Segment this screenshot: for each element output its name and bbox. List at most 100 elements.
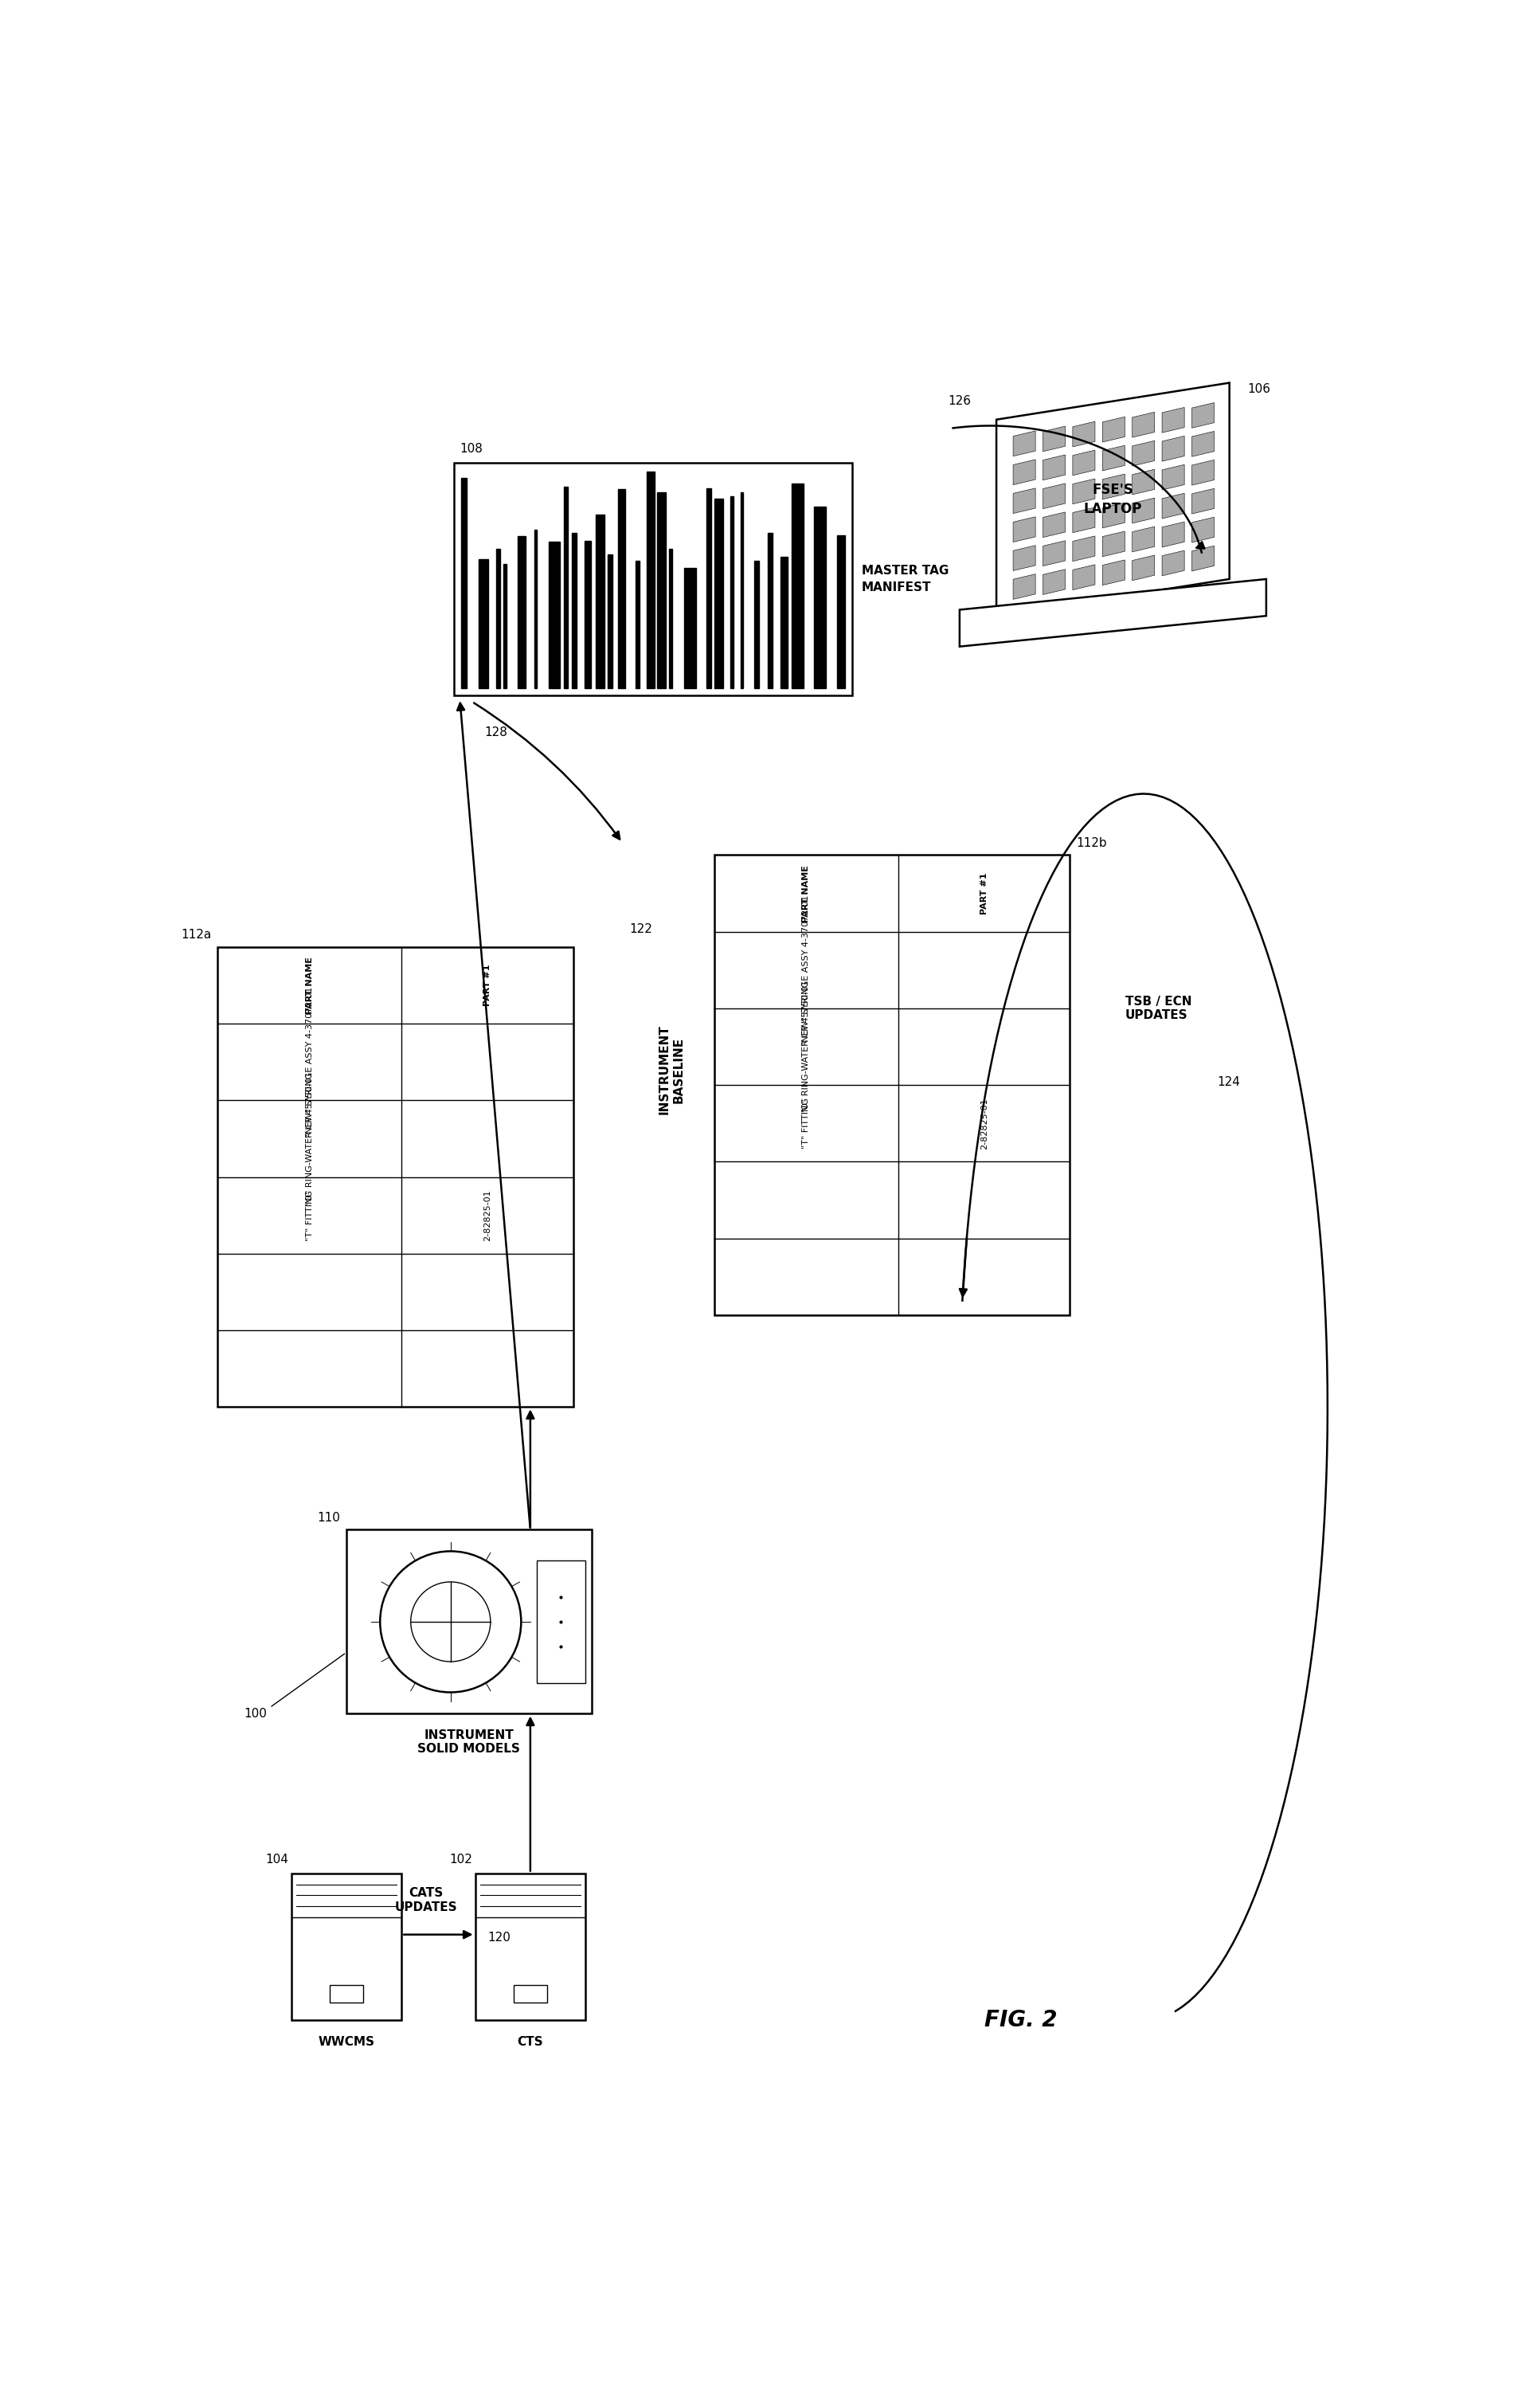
Bar (518, 537, 525, 689)
Bar (218, 946, 574, 1406)
Bar (475, 1873, 586, 2020)
Polygon shape (1073, 563, 1095, 590)
Polygon shape (1163, 407, 1184, 433)
Polygon shape (1043, 542, 1066, 566)
Bar (768, 532, 774, 689)
Bar (684, 568, 696, 689)
Text: "NEW" SYRINGE ASSY 4-37072-01: "NEW" SYRINGE ASSY 4-37072-01 (306, 987, 313, 1137)
Polygon shape (1192, 402, 1214, 429)
Text: TSB / ECN
UPDATES: TSB / ECN UPDATES (1125, 995, 1192, 1021)
Polygon shape (1132, 556, 1155, 580)
Text: 108: 108 (460, 443, 483, 455)
Bar (646, 472, 654, 689)
Bar (597, 515, 604, 689)
Text: 128: 128 (484, 727, 507, 739)
Bar (792, 484, 804, 689)
Polygon shape (1163, 523, 1184, 547)
Polygon shape (1132, 498, 1155, 523)
Polygon shape (960, 578, 1266, 645)
Text: MASTER TAG
MANIFEST: MASTER TAG MANIFEST (861, 566, 949, 592)
Bar (706, 489, 712, 689)
Text: 100: 100 (244, 1707, 266, 1719)
Bar (584, 539, 590, 689)
Bar (536, 1560, 586, 1683)
Bar (815, 508, 825, 689)
Polygon shape (1192, 431, 1214, 458)
Text: 110: 110 (318, 1512, 341, 1524)
Polygon shape (1102, 417, 1125, 443)
Text: 122: 122 (630, 922, 653, 934)
Polygon shape (1132, 527, 1155, 551)
Polygon shape (1163, 551, 1184, 576)
Text: 120: 120 (488, 1931, 510, 1943)
Text: 124: 124 (1217, 1076, 1240, 1088)
Bar (550, 542, 560, 689)
Polygon shape (1013, 518, 1036, 542)
Bar (715, 498, 724, 689)
Bar (607, 554, 613, 689)
Polygon shape (1192, 547, 1214, 571)
Text: 112b: 112b (1076, 838, 1107, 850)
Polygon shape (1043, 484, 1066, 508)
Polygon shape (1132, 412, 1155, 438)
Text: 104: 104 (265, 1854, 288, 1866)
Polygon shape (1102, 445, 1125, 470)
Bar (837, 535, 845, 689)
Polygon shape (996, 383, 1229, 616)
Polygon shape (1073, 508, 1095, 532)
Bar (572, 532, 577, 689)
Polygon shape (1073, 450, 1095, 474)
Polygon shape (1073, 537, 1095, 561)
Text: 2-82825-01: 2-82825-01 (483, 1190, 492, 1240)
Polygon shape (1013, 544, 1036, 571)
Text: 102: 102 (450, 1854, 472, 1866)
Bar (534, 530, 537, 689)
Polygon shape (1043, 513, 1066, 537)
Polygon shape (1102, 503, 1125, 527)
Polygon shape (1043, 568, 1066, 595)
Bar (347, 1529, 592, 1714)
Bar (618, 489, 625, 689)
Polygon shape (1132, 441, 1155, 467)
Bar (497, 549, 500, 689)
Text: PART #1: PART #1 (980, 872, 989, 915)
Text: INSTRUMENT
BASELINE: INSTRUMENT BASELINE (659, 1026, 684, 1115)
Text: "NEW" SYRINGE ASSY 4-37072-01: "NEW" SYRINGE ASSY 4-37072-01 (802, 896, 810, 1045)
Polygon shape (1073, 421, 1095, 448)
Bar (504, 563, 506, 689)
Text: 112a: 112a (182, 929, 212, 942)
Polygon shape (1102, 474, 1125, 498)
Bar (462, 477, 466, 689)
Text: "O" RING-WATER CP 45750-01: "O" RING-WATER CP 45750-01 (802, 980, 810, 1112)
Text: FSE'S
LAPTOP: FSE'S LAPTOP (1084, 482, 1142, 515)
Text: WWCMS: WWCMS (318, 2035, 374, 2047)
Polygon shape (1192, 460, 1214, 486)
Text: 106: 106 (1248, 383, 1270, 395)
Bar (715, 855, 1070, 1315)
Bar (636, 561, 639, 689)
Polygon shape (1073, 479, 1095, 503)
Bar (657, 491, 666, 689)
Text: "O" RING-WATER CP 45750-01: "O" RING-WATER CP 45750-01 (306, 1072, 313, 1206)
Bar (478, 559, 488, 689)
Polygon shape (1102, 561, 1125, 585)
Bar (740, 491, 743, 689)
Text: 126: 126 (948, 395, 970, 407)
Text: PART NAME: PART NAME (306, 956, 313, 1014)
Text: PART NAME: PART NAME (802, 864, 810, 922)
Polygon shape (1043, 455, 1066, 479)
Bar (291, 1873, 401, 2020)
Bar (669, 549, 672, 689)
Text: FIG. 2: FIG. 2 (984, 2008, 1057, 2032)
Polygon shape (1192, 518, 1214, 542)
Polygon shape (1102, 532, 1125, 556)
Bar (513, 1984, 547, 2003)
Text: INSTRUMENT
SOLID MODELS: INSTRUMENT SOLID MODELS (418, 1729, 521, 1755)
Text: "T" FITTING: "T" FITTING (802, 1098, 810, 1149)
Bar (454, 462, 852, 696)
Text: "T" FITTING: "T" FITTING (306, 1190, 313, 1240)
Text: PART #1: PART #1 (483, 966, 492, 1007)
Polygon shape (1013, 489, 1036, 513)
Text: CATS
UPDATES: CATS UPDATES (395, 1888, 457, 1912)
Bar (730, 496, 733, 689)
